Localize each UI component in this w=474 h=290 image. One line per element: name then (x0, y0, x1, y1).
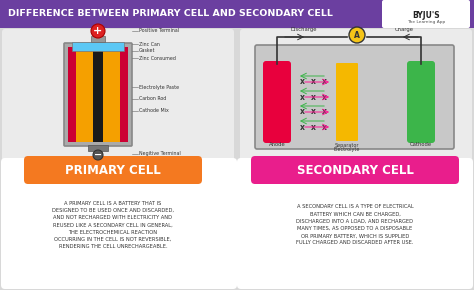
Text: Charge: Charge (394, 27, 413, 32)
Text: x: x (321, 77, 327, 86)
Circle shape (349, 27, 365, 43)
Text: Gasket: Gasket (139, 48, 155, 53)
FancyBboxPatch shape (382, 0, 470, 28)
Text: Electrolyte Paste: Electrolyte Paste (139, 84, 179, 90)
Text: Discharge: Discharge (291, 27, 317, 32)
FancyBboxPatch shape (2, 29, 234, 161)
Text: +: + (93, 26, 103, 36)
Text: Positive Terminal: Positive Terminal (139, 28, 179, 34)
Text: x: x (310, 108, 315, 117)
Text: A PRIMARY CELL IS A BATTERY THAT IS
DESIGNED TO BE USED ONCE AND DISCARDED,
AND : A PRIMARY CELL IS A BATTERY THAT IS DESI… (52, 201, 174, 249)
Text: −: − (94, 150, 102, 160)
Text: Cathode: Cathode (410, 142, 432, 147)
Text: x: x (310, 77, 315, 86)
Bar (91, 36, 105, 42)
Bar (76, 47, 120, 142)
Text: BYJU'S: BYJU'S (412, 10, 440, 19)
Text: A: A (354, 30, 360, 39)
FancyBboxPatch shape (240, 29, 472, 161)
FancyBboxPatch shape (64, 43, 132, 146)
Text: x: x (300, 77, 304, 86)
Bar (88, 145, 108, 151)
Text: A SECONDARY CELL IS A TYPE OF ELECTRICAL
BATTERY WHICH CAN BE CHARGED,
DISCHARGE: A SECONDARY CELL IS A TYPE OF ELECTRICAL… (296, 204, 414, 246)
FancyBboxPatch shape (336, 63, 358, 141)
FancyBboxPatch shape (263, 61, 291, 143)
Text: Zinc Consumed: Zinc Consumed (139, 55, 176, 61)
FancyBboxPatch shape (237, 158, 473, 289)
Text: Cathode Mix: Cathode Mix (139, 108, 169, 113)
Bar (72, 42, 124, 51)
Text: x: x (300, 122, 304, 131)
Text: Carbon Rod: Carbon Rod (139, 97, 166, 102)
Text: x: x (321, 108, 327, 117)
Bar (93, 47, 103, 142)
Text: x: x (321, 122, 327, 131)
Text: Zinc Can: Zinc Can (139, 41, 160, 46)
FancyBboxPatch shape (24, 156, 202, 184)
Text: The Learning App: The Learning App (407, 20, 445, 24)
Circle shape (93, 150, 103, 160)
Text: SECONDARY CELL: SECONDARY CELL (297, 164, 413, 177)
Circle shape (91, 24, 105, 38)
Text: Separator: Separator (335, 143, 359, 148)
Text: x: x (300, 108, 304, 117)
Text: DIFFERENCE BETWEEN PRIMARY CELL AND SECONDARY CELL: DIFFERENCE BETWEEN PRIMARY CELL AND SECO… (8, 10, 333, 19)
Text: x: x (321, 93, 327, 102)
Text: PRIMARY CELL: PRIMARY CELL (65, 164, 161, 177)
Bar (0, 0, 474, 28)
FancyBboxPatch shape (255, 45, 454, 149)
Text: x: x (310, 93, 315, 102)
Bar (68, 47, 128, 142)
Text: Electrolyte: Electrolyte (334, 147, 360, 152)
Text: x: x (300, 93, 304, 102)
FancyBboxPatch shape (1, 158, 237, 289)
FancyBboxPatch shape (251, 156, 459, 184)
Text: x: x (310, 122, 315, 131)
Text: Anode: Anode (269, 142, 285, 147)
FancyBboxPatch shape (407, 61, 435, 143)
Text: Negitive Terminal: Negitive Terminal (139, 151, 181, 157)
